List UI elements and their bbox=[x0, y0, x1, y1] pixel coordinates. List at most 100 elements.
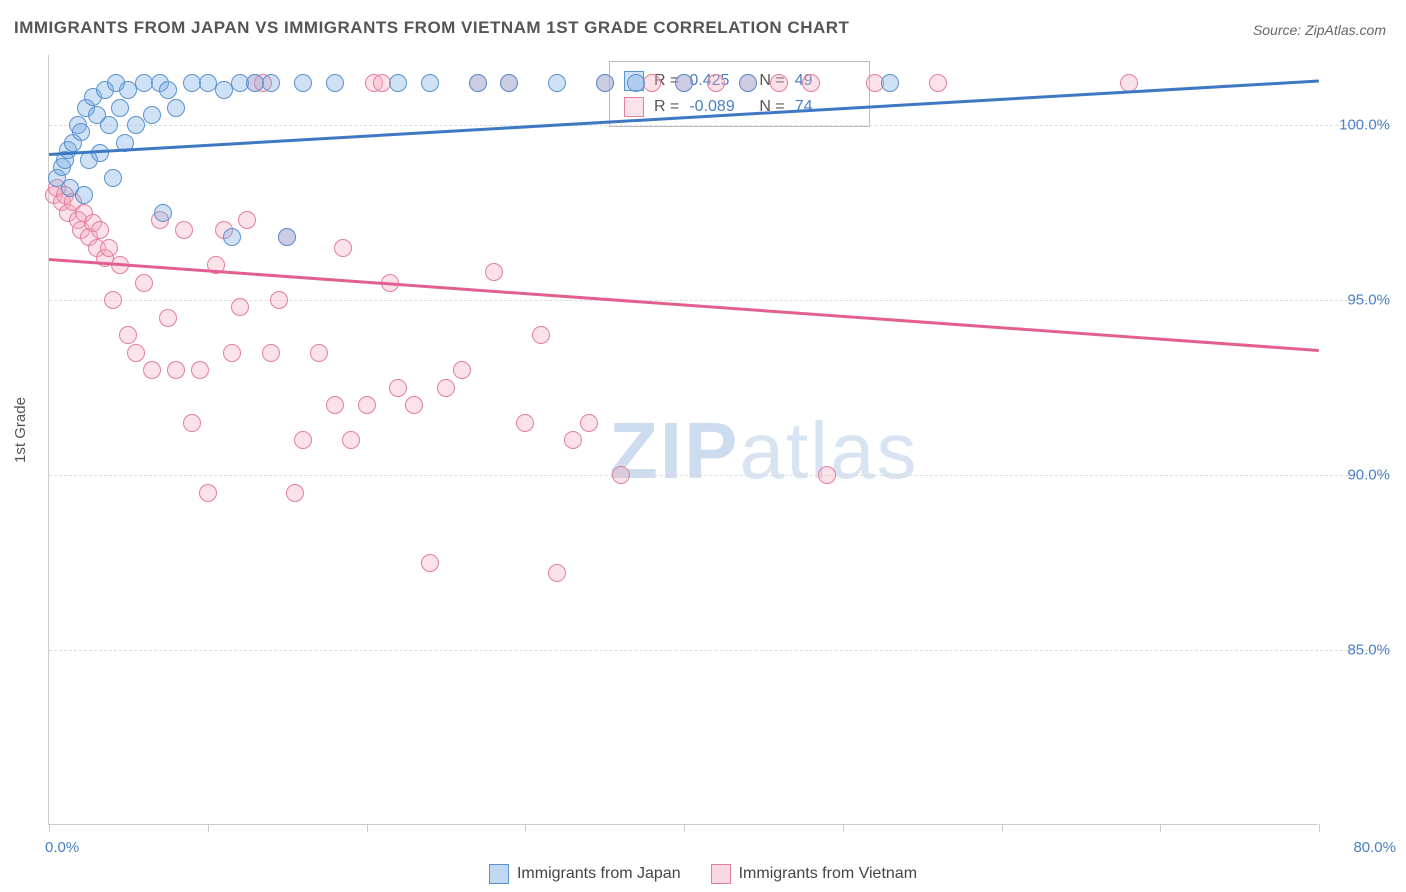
y-tick-label: 85.0% bbox=[1330, 642, 1390, 659]
data-point bbox=[175, 221, 193, 239]
data-point bbox=[294, 74, 312, 92]
data-point bbox=[270, 291, 288, 309]
data-point bbox=[612, 466, 630, 484]
data-point bbox=[238, 211, 256, 229]
data-point bbox=[199, 484, 217, 502]
data-point bbox=[191, 361, 209, 379]
correlation-stats-box: R =0.425N =49R =-0.089N =74 bbox=[609, 61, 870, 127]
data-point bbox=[548, 74, 566, 92]
data-point bbox=[143, 361, 161, 379]
data-point bbox=[119, 326, 137, 344]
y-tick-label: 95.0% bbox=[1330, 292, 1390, 309]
gridline-h bbox=[49, 475, 1388, 476]
data-point bbox=[326, 396, 344, 414]
legend-item: Immigrants from Vietnam bbox=[711, 864, 917, 884]
x-tick bbox=[367, 824, 368, 832]
watermark: ZIPatlas bbox=[609, 405, 918, 497]
data-point bbox=[135, 274, 153, 292]
data-point bbox=[143, 106, 161, 124]
data-point bbox=[100, 239, 118, 257]
data-point bbox=[127, 344, 145, 362]
data-point bbox=[91, 221, 109, 239]
data-point bbox=[580, 414, 598, 432]
gridline-h bbox=[49, 650, 1388, 651]
data-point bbox=[389, 379, 407, 397]
data-point bbox=[485, 263, 503, 281]
y-tick-label: 90.0% bbox=[1330, 467, 1390, 484]
data-point bbox=[326, 74, 344, 92]
data-point bbox=[627, 74, 645, 92]
x-tick bbox=[1319, 824, 1320, 832]
data-point bbox=[183, 414, 201, 432]
data-point bbox=[500, 74, 518, 92]
data-point bbox=[72, 123, 90, 141]
data-point bbox=[405, 396, 423, 414]
x-tick-label: 80.0% bbox=[1353, 839, 1396, 856]
data-point bbox=[929, 74, 947, 92]
data-point bbox=[262, 74, 280, 92]
data-point bbox=[358, 396, 376, 414]
data-point bbox=[294, 431, 312, 449]
x-tick bbox=[1002, 824, 1003, 832]
data-point bbox=[167, 99, 185, 117]
gridline-h bbox=[49, 300, 1388, 301]
data-point bbox=[286, 484, 304, 502]
data-point bbox=[167, 361, 185, 379]
data-point bbox=[421, 74, 439, 92]
data-point bbox=[278, 228, 296, 246]
data-point bbox=[262, 344, 280, 362]
data-point bbox=[111, 99, 129, 117]
gridline-h bbox=[49, 125, 1388, 126]
data-point bbox=[421, 554, 439, 572]
data-point bbox=[231, 298, 249, 316]
source-label: Source: bbox=[1253, 22, 1301, 38]
data-point bbox=[675, 74, 693, 92]
data-point bbox=[104, 291, 122, 309]
series-swatch bbox=[624, 97, 644, 117]
source-attribution: Source: ZipAtlas.com bbox=[1253, 22, 1386, 38]
data-point bbox=[223, 228, 241, 246]
x-tick bbox=[49, 824, 50, 832]
data-point bbox=[564, 431, 582, 449]
data-point bbox=[516, 414, 534, 432]
data-point bbox=[223, 344, 241, 362]
x-tick bbox=[843, 824, 844, 832]
scatter-plot-area: ZIPatlas R =0.425N =49R =-0.089N =74 85.… bbox=[48, 55, 1318, 825]
source-name: ZipAtlas.com bbox=[1305, 22, 1386, 38]
data-point bbox=[707, 74, 725, 92]
data-point bbox=[643, 74, 661, 92]
data-point bbox=[104, 169, 122, 187]
data-point bbox=[802, 74, 820, 92]
legend-label: Immigrants from Vietnam bbox=[739, 865, 917, 883]
x-tick-label: 0.0% bbox=[45, 839, 79, 856]
data-point bbox=[159, 81, 177, 99]
data-point bbox=[127, 116, 145, 134]
x-tick bbox=[684, 824, 685, 832]
data-point bbox=[453, 361, 471, 379]
data-point bbox=[881, 74, 899, 92]
data-point bbox=[548, 564, 566, 582]
data-point bbox=[739, 74, 757, 92]
y-axis-title: 1st Grade bbox=[12, 397, 29, 463]
legend-swatch bbox=[489, 864, 509, 884]
data-point bbox=[159, 309, 177, 327]
data-point bbox=[310, 344, 328, 362]
data-point bbox=[818, 466, 836, 484]
stat-n-label: N = bbox=[759, 94, 784, 120]
x-tick bbox=[208, 824, 209, 832]
data-point bbox=[596, 74, 614, 92]
legend: Immigrants from Japan Immigrants from Vie… bbox=[0, 864, 1406, 884]
y-tick-label: 100.0% bbox=[1330, 117, 1390, 134]
data-point bbox=[154, 204, 172, 222]
data-point bbox=[770, 74, 788, 92]
legend-label: Immigrants from Japan bbox=[517, 865, 681, 883]
x-tick bbox=[1160, 824, 1161, 832]
data-point bbox=[342, 431, 360, 449]
x-tick bbox=[525, 824, 526, 832]
chart-title: IMMIGRANTS FROM JAPAN VS IMMIGRANTS FROM… bbox=[14, 18, 849, 38]
data-point bbox=[334, 239, 352, 257]
data-point bbox=[75, 186, 93, 204]
data-point bbox=[389, 74, 407, 92]
data-point bbox=[437, 379, 455, 397]
stats-row: R =-0.089N =74 bbox=[624, 94, 855, 120]
